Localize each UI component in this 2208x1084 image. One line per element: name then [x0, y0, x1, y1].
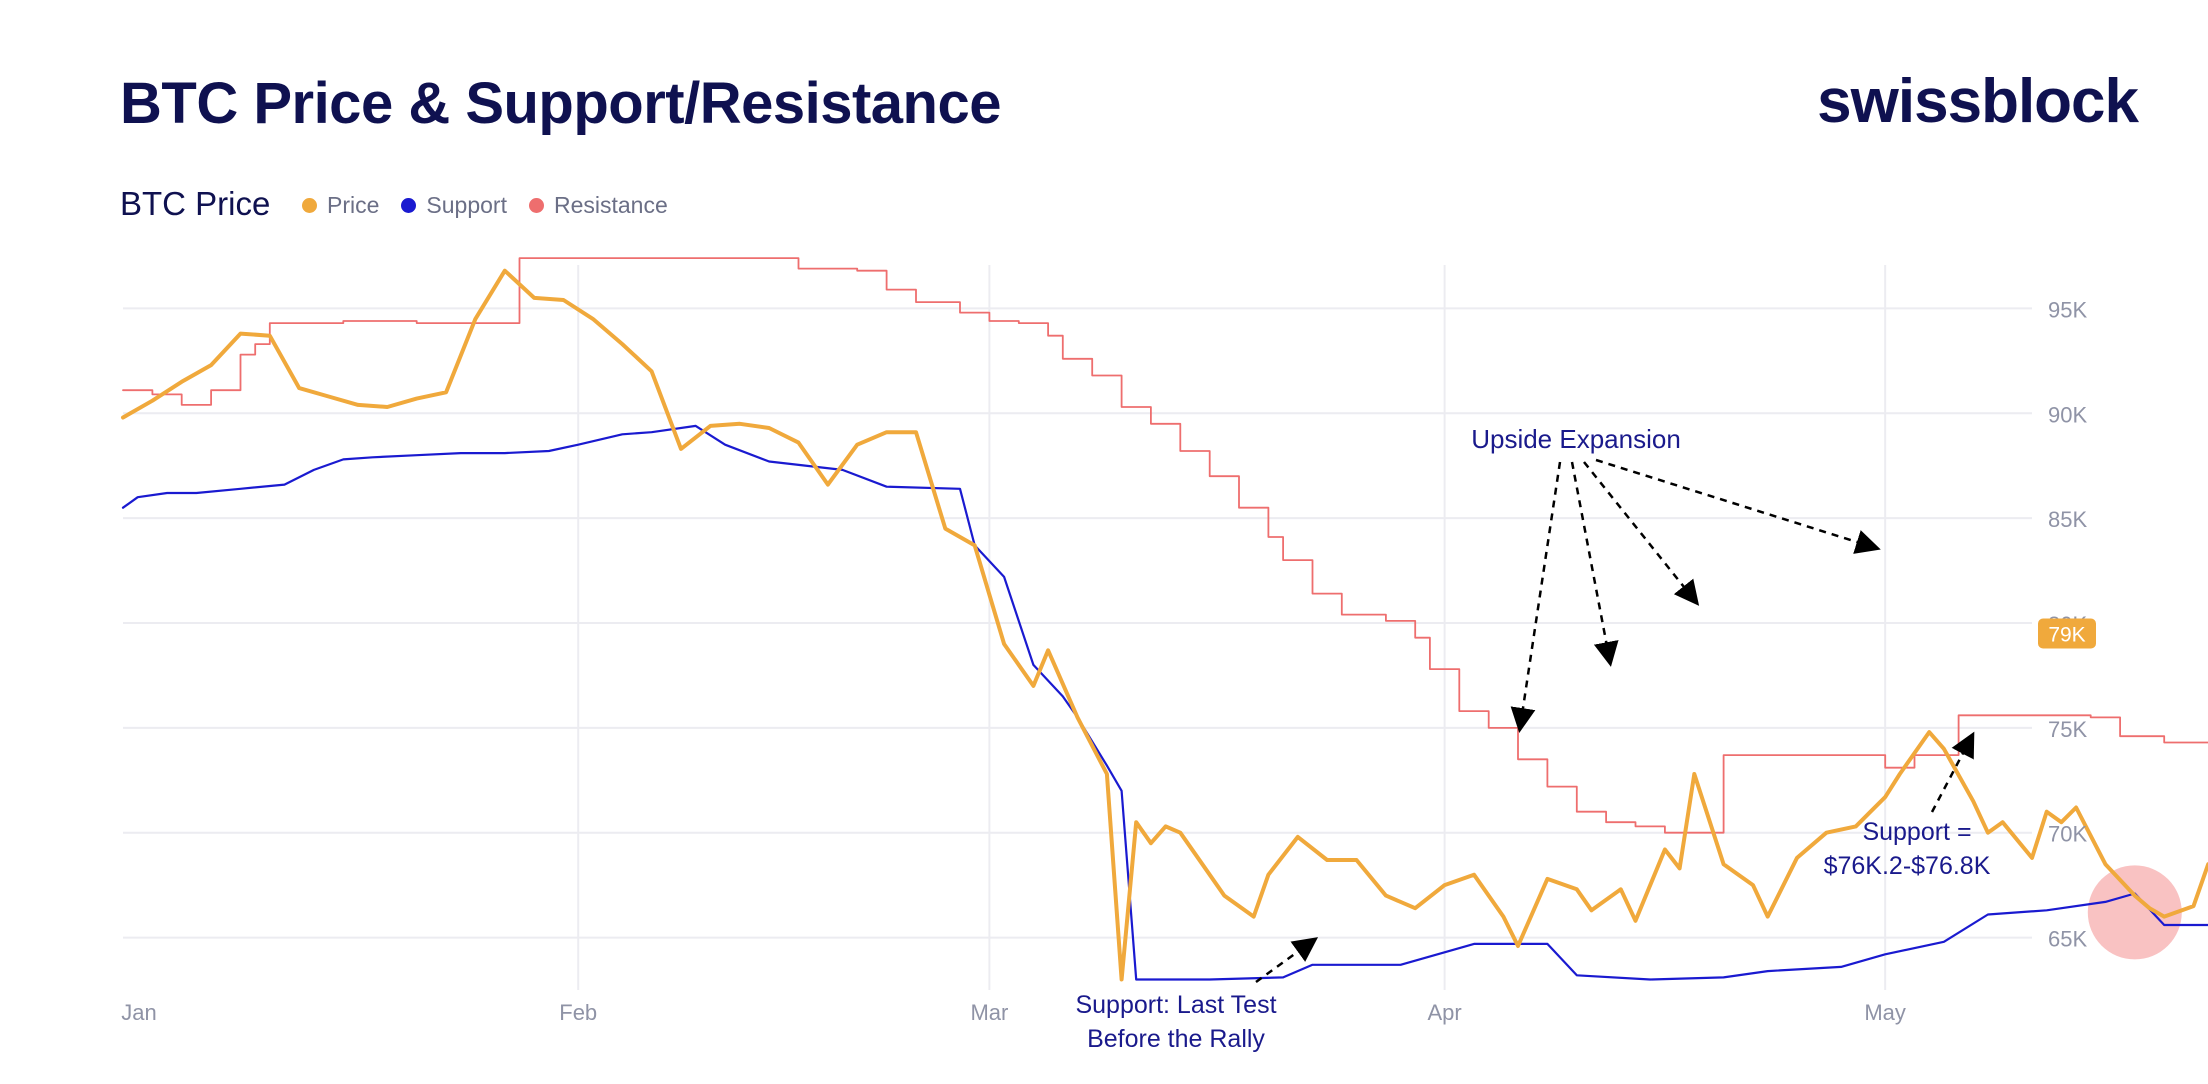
annotation-support-test-line1: Support: Last Test [1075, 991, 1276, 1019]
support-line [121, 424, 2208, 981]
x-tick-label: Mar [970, 1000, 1008, 1025]
arrow-expansion-4 [1595, 458, 1881, 554]
resistance-legend-dot [528, 198, 544, 213]
price-line [121, 268, 2208, 982]
legend: Price Support Resistance [302, 192, 668, 219]
x-tick-label: Feb [559, 1000, 597, 1025]
x-tick-label: Apr [1427, 1000, 1461, 1025]
legend-item-resistance[interactable]: Resistance [528, 192, 668, 219]
arrow-expansion-3 [1583, 461, 1700, 606]
x-tick-label: Jan [121, 1000, 156, 1025]
y-tick-label: 65K [2048, 927, 2087, 952]
series-layer [121, 257, 2208, 982]
y-tick-label: 85K [2048, 507, 2087, 532]
y-tick-label: 75K [2048, 717, 2087, 742]
resistance-line [122, 257, 2208, 834]
x-tick-label: May [1864, 1000, 1906, 1025]
highlight-circles [2087, 865, 2182, 960]
legend-item-support[interactable]: Support [401, 192, 507, 219]
annotation-support-test-line2: Before the Rally [1087, 1025, 1265, 1053]
legend-label-resistance: Resistance [553, 192, 668, 218]
brand-logo: swissblock [1817, 67, 2139, 136]
last-price-badge [2038, 618, 2096, 649]
support-legend-dot [401, 198, 417, 213]
legend-label-support: Support [426, 192, 507, 218]
legend-item-price[interactable]: Price [302, 192, 379, 219]
last-price-label: 79K [2048, 623, 2085, 646]
y-tick-label: 90K [2048, 402, 2087, 427]
legend-label-price: Price [327, 192, 380, 218]
annotation-support-level-line2: $76K.2-$76.8K [1824, 852, 1991, 880]
arrow-expansion-1 [1510, 461, 1562, 733]
annotation-support-level-line1: Support = [1862, 818, 1971, 846]
y-tick-label: 70K [2048, 822, 2087, 847]
price-legend-dot [302, 198, 317, 213]
support-test-circle [2087, 865, 2182, 960]
page-title: BTC Price & Support/Resistance [120, 71, 1002, 136]
annotation-upside-expansion: Upside Expansion [1471, 424, 1681, 454]
annotation-layer: Upside Expansion Support: Last Test Befo… [1075, 424, 1990, 1053]
y-tick-label: 95K [2048, 297, 2087, 322]
axis-layer: 95K90K85K80K75K70K65KJanFebMarAprMay79K [121, 297, 2096, 1025]
arrow-expansion-2 [1570, 461, 1619, 667]
chart-subtitle: BTC Price [120, 185, 271, 222]
arrow-support-level [1930, 731, 1975, 813]
